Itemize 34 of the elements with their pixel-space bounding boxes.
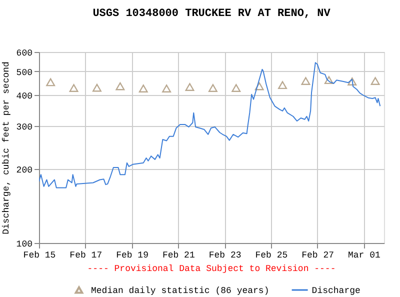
x-tick-label: Feb 23 <box>208 250 242 260</box>
point <box>69 84 78 92</box>
x-tick-label: Mar 01 <box>348 250 380 260</box>
y-axis-title: Discharge, cubic feet per second <box>1 62 12 234</box>
x-tick-label: Feb 25 <box>255 250 288 260</box>
point <box>370 77 380 85</box>
point <box>254 82 264 90</box>
x-tick-label: Feb 15 <box>23 250 56 260</box>
legend-label: Median daily statistic (86 years) <box>91 286 270 296</box>
x-tick-label: Feb 27 <box>302 250 334 260</box>
point <box>92 84 102 92</box>
chart-title: USGS 10348000 TRUCKEE RV AT RENO, NV <box>92 8 331 20</box>
point <box>46 78 56 86</box>
point <box>138 84 148 92</box>
point <box>348 78 357 86</box>
y-tick-label: 100 <box>16 240 32 250</box>
point <box>185 83 194 91</box>
legend-label: Discharge <box>312 286 360 296</box>
y-tick-label: 400 <box>16 92 32 102</box>
x-tick-label: Feb 17 <box>70 250 102 260</box>
y-tick-label: 500 <box>16 68 32 78</box>
y-tick-label: 200 <box>16 166 32 176</box>
y-tick-label: 600 <box>16 48 32 58</box>
point <box>162 84 172 92</box>
point <box>116 82 125 90</box>
point <box>278 81 287 90</box>
text: ---- Provisional Data Subject to Revision ---- <box>87 264 336 274</box>
y-tick-label: 300 <box>16 122 32 132</box>
point <box>301 77 310 85</box>
point <box>324 76 334 84</box>
point <box>232 84 241 92</box>
x-tick-label: Feb 21 <box>162 250 195 260</box>
point <box>208 84 218 92</box>
x-tick-label: Feb 19 <box>116 250 148 260</box>
